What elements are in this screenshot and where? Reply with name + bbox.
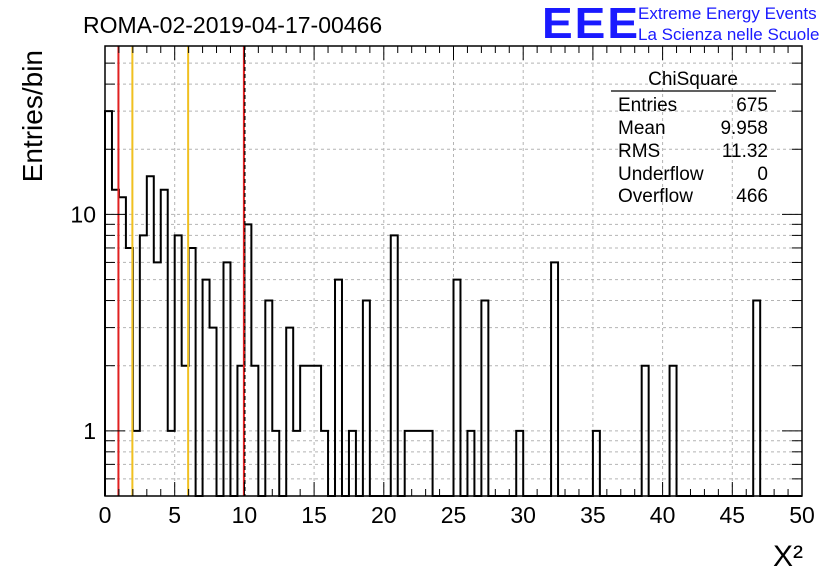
stats-title: ChiSquare [648,69,738,90]
reference-lines [117,46,246,496]
histogram-outline [104,110,802,497]
x-axis-label: X² [773,540,803,572]
stats-overflow-value: 466 [736,186,768,207]
x-tick-label: 15 [301,502,327,528]
y-axis-label: Entries/bin [17,50,48,182]
chart-title: ROMA-02-2019-04-17-00466 [83,12,382,38]
x-tick-label: 20 [371,502,397,528]
x-tick-label: 5 [168,502,181,528]
x-tick-label: 40 [650,502,676,528]
x-tick-label: 0 [99,502,112,528]
eee-logo: EEE Extreme Energy Events La Scienza nel… [542,0,819,48]
logo-line2: La Scienza nelle Scuole [638,25,819,44]
stats-overflow-label: Overflow [618,186,693,207]
stats-entries-value: 675 [736,95,768,116]
x-tick-label: 25 [441,502,467,528]
axis-ticks: 0 5 10 15 20 25 30 35 40 45 50 1 10 [70,46,815,528]
stats-mean-value: 9.958 [720,118,768,139]
x-tick-label: 50 [789,502,815,528]
stats-box: ChiSquare Entries 675 Mean 9.958 RMS 11.… [611,69,776,207]
stats-underflow-label: Underflow [618,164,704,185]
stats-underflow-value: 0 [757,164,768,185]
stats-entries-label: Entries [618,95,677,116]
logo-line1: Extreme Energy Events [638,4,817,23]
y-tick-label: 1 [83,418,96,444]
x-tick-label: 30 [510,502,536,528]
x-tick-label: 10 [232,502,258,528]
stats-mean-label: Mean [618,118,666,139]
x-tick-label: 45 [720,502,746,528]
stats-rms-value: 11.32 [722,141,768,162]
x-tick-label: 35 [580,502,606,528]
histogram-bins [104,110,802,497]
y-tick-label: 10 [70,201,96,227]
stats-rms-label: RMS [618,141,660,162]
logo-mark: EEE [542,0,640,48]
